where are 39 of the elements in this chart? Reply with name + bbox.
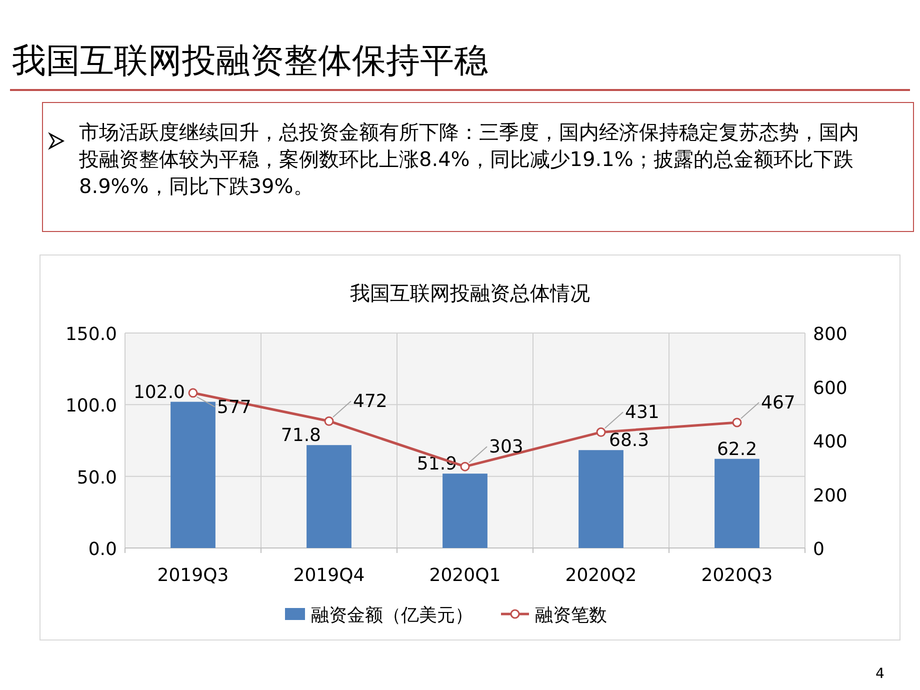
point	[596, 427, 606, 437]
text: 市场活跃度继续回升，总投资金额有所下降：三季度，国内经济保持稳定复苏态势，国内投融资整体较为平稳，案例数环比上涨8.4%，同比减少19.1%；披露的总金额环比下跌8.9%%，同比下跌39%。	[42, 102, 914, 232]
data-label: 68.3	[609, 430, 650, 452]
data-label: 102.0	[133, 382, 185, 403]
y-tick-label: 50.0	[76, 467, 117, 488]
bar	[442, 474, 488, 548]
text: 4	[876, 666, 885, 682]
data-label: 467	[761, 392, 796, 414]
point	[460, 462, 470, 472]
y-tick-label: 0.0	[88, 539, 117, 560]
bar	[578, 450, 624, 548]
y2-tick-label: 600	[813, 378, 848, 399]
legend-label: 融资笔数	[535, 605, 607, 626]
point	[324, 416, 334, 426]
point	[188, 388, 198, 398]
chart-title: 我国互联网投融资整体保持平稳	[12, 41, 488, 81]
x-tick-label: 2019Q4	[293, 565, 365, 586]
point	[732, 418, 742, 428]
chart-subtitle: 我国互联网投融资总体情况	[350, 281, 590, 305]
data-label: 577	[217, 396, 252, 418]
x-tick-label: 2019Q3	[157, 565, 229, 586]
data-label: 71.8	[280, 425, 321, 446]
y2-tick-label: 800	[813, 324, 848, 345]
bar	[170, 402, 216, 548]
data-label: 303	[489, 436, 524, 458]
bar	[714, 458, 760, 548]
y-tick-label: 100.0	[65, 396, 117, 417]
x-tick-label: 2020Q1	[429, 565, 501, 586]
bar	[306, 445, 352, 548]
y2-tick-label: 400	[813, 432, 848, 452]
data-label: 472	[353, 391, 388, 412]
legend-label: 融资金额（亿美元）	[311, 605, 473, 626]
data-label: 431	[625, 402, 660, 424]
x-tick-label: 2020Q2	[565, 565, 637, 586]
y-tick-label: 150.0	[65, 324, 117, 345]
x-tick-label: 2020Q3	[701, 565, 773, 586]
y2-tick-label: 200	[813, 485, 848, 506]
y2-tick-label: 0	[813, 539, 824, 560]
data-label: 62.2	[716, 438, 758, 460]
